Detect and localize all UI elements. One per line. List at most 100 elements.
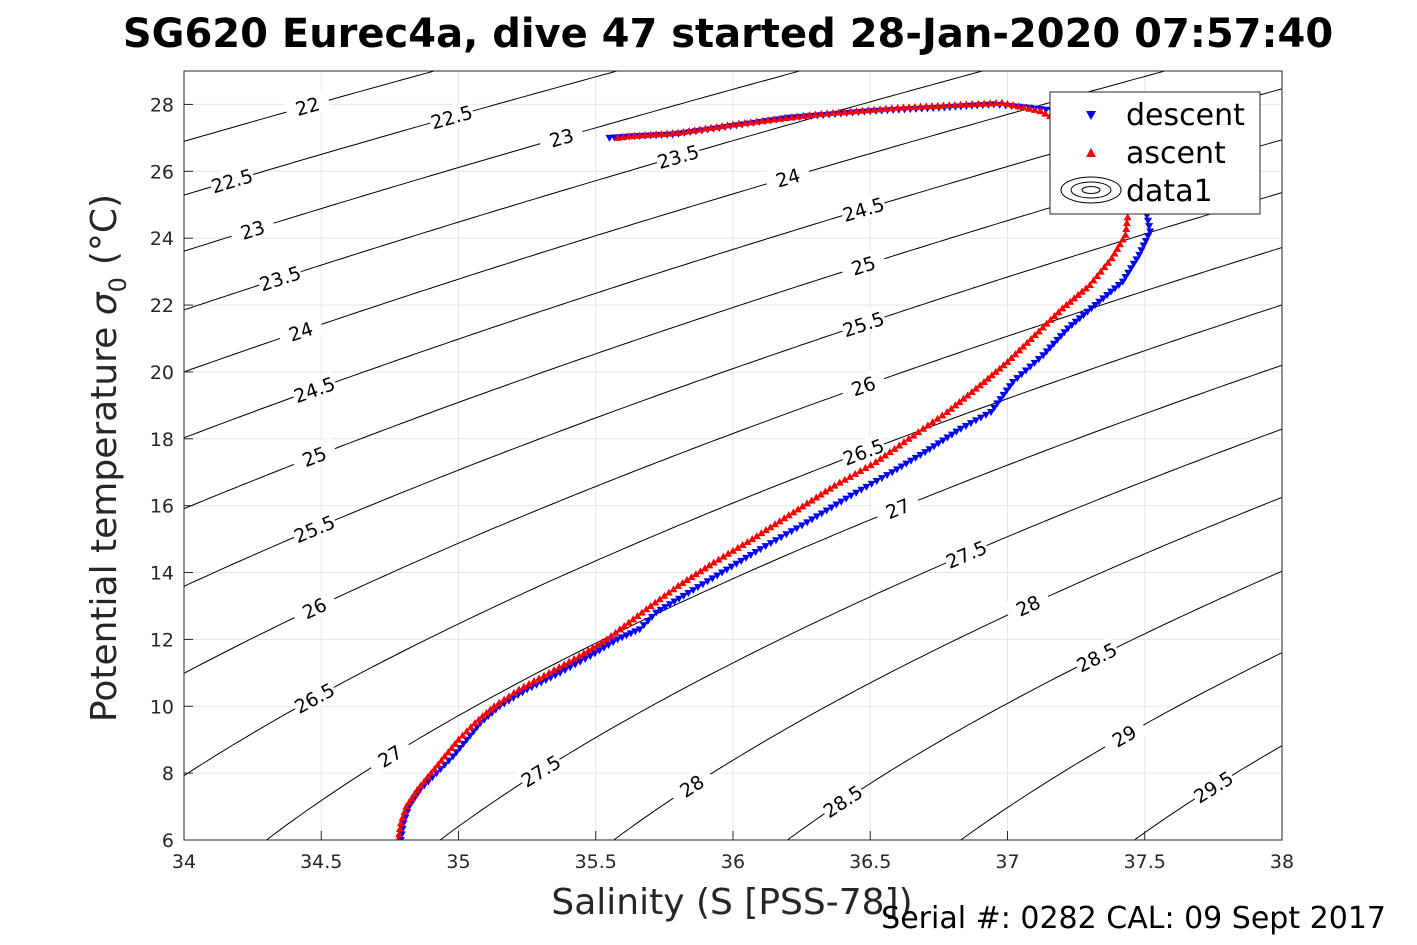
descent-marker [857, 486, 866, 494]
descent-marker [1144, 217, 1153, 225]
ascent-marker [971, 384, 980, 392]
ascent-marker [803, 499, 812, 507]
ascent-marker [1081, 284, 1090, 292]
contour-label-bg [536, 120, 586, 154]
ascent-marker [509, 688, 518, 696]
descent-marker [675, 595, 684, 603]
ascent-marker [740, 119, 749, 127]
descent-marker [1005, 383, 1014, 391]
ascent-marker [1054, 308, 1063, 316]
descent-marker [727, 563, 736, 571]
ascent-marker [959, 394, 968, 402]
density-contours [184, 71, 1282, 840]
ascent-marker [719, 552, 728, 560]
descent-marker [1114, 281, 1123, 289]
ascent-marker [430, 764, 439, 772]
contour-label-bg [207, 162, 256, 197]
descent-marker [1146, 228, 1155, 236]
ascent-marker [1034, 327, 1043, 335]
legend-box [1049, 91, 1261, 215]
ascent-marker [962, 100, 971, 108]
descent-marker [670, 598, 679, 606]
ascent-marker [991, 367, 1000, 375]
ascent-marker [500, 695, 509, 703]
descent-marker [626, 630, 635, 638]
ascent-marker [723, 121, 732, 129]
ascent-marker [856, 466, 865, 474]
ascent-marker [1066, 297, 1075, 305]
descent-marker [661, 604, 670, 612]
y-tick-label: 14 [150, 563, 174, 585]
contour-label-bg [838, 367, 888, 403]
ascent-marker [1116, 240, 1125, 248]
descent-marker [613, 636, 622, 644]
ascent-marker [663, 129, 672, 137]
ascent-marker [840, 475, 849, 483]
descent-marker [1127, 265, 1136, 273]
legend: descent ascent data1 [1049, 91, 1261, 215]
ascent-marker [565, 657, 574, 665]
ascent-marker [602, 635, 611, 643]
descent-marker [990, 404, 999, 412]
ascent-marker [955, 398, 964, 406]
ascent-marker [922, 102, 931, 110]
ascent-marker [1023, 338, 1032, 346]
ascent-marker [807, 496, 816, 504]
ascent-marker [887, 104, 896, 112]
ascent-marker [789, 508, 798, 516]
contour-line [786, 570, 1282, 840]
ascent-marker [400, 808, 409, 816]
descent-marker [761, 543, 770, 551]
contour-label-bg [838, 247, 888, 282]
descent-marker [1046, 344, 1055, 352]
contour-label-bg [289, 370, 339, 407]
descent-marker [1124, 269, 1133, 277]
descent-marker [566, 664, 575, 672]
ascent-marker [776, 114, 785, 122]
descent-marker [1095, 298, 1104, 306]
ascent-marker [951, 401, 960, 409]
ascent-marker [980, 99, 989, 107]
x-tick-label: 36 [721, 851, 745, 873]
ascent-marker [928, 418, 937, 426]
contour-label-bg [838, 305, 888, 341]
ascent-marker [575, 652, 584, 660]
descent-marker [684, 590, 693, 598]
ascent-marker [752, 532, 761, 540]
descent-marker [817, 510, 826, 518]
ascent-marker [724, 549, 733, 557]
ascent-marker [784, 511, 793, 519]
ascent-marker [709, 558, 718, 566]
ascent-marker [529, 677, 538, 685]
ascent-marker [828, 109, 837, 117]
descent-marker [1067, 322, 1076, 330]
ascent-marker [781, 114, 790, 122]
descent-marker [1145, 223, 1154, 231]
y-tick-label: 8 [162, 763, 174, 785]
ascent-marker [407, 794, 416, 802]
descent-marker [679, 592, 688, 600]
contour-label: 25 [289, 437, 339, 474]
descent-marker [571, 661, 580, 669]
descent-marker [713, 572, 722, 580]
descent-marker [1056, 333, 1065, 341]
descent-marker [1075, 315, 1084, 323]
ascent-marker [987, 371, 996, 379]
ascent-marker [846, 472, 855, 480]
ascent-marker [761, 526, 770, 534]
ascent-marker [624, 132, 633, 140]
descent-marker [883, 472, 892, 480]
ascent-marker [427, 769, 436, 777]
ascent-marker [1122, 224, 1131, 232]
contour-label-bg [515, 749, 565, 792]
descent-marker [648, 613, 657, 621]
ascent-marker [690, 126, 699, 134]
ascent-marker [462, 727, 471, 735]
descent-marker [952, 428, 961, 436]
ascent-marker [685, 127, 694, 135]
descent-marker [803, 519, 812, 527]
ascent-marker [495, 698, 504, 706]
ascent-marker [652, 130, 661, 138]
ascent-marker [967, 387, 976, 395]
descent-marker [1049, 340, 1058, 348]
